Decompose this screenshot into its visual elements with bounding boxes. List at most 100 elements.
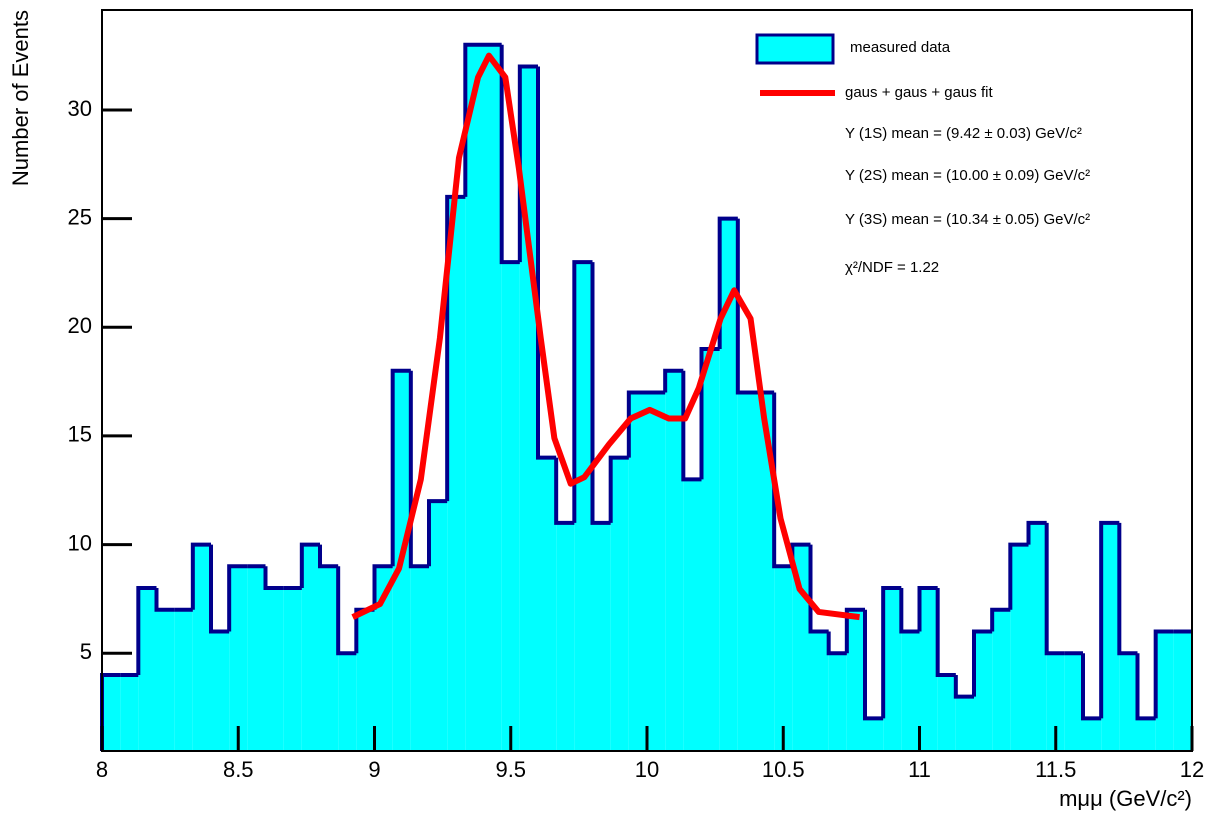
histogram-outline <box>953 674 974 699</box>
histogram-bar <box>174 609 193 751</box>
histogram-bar <box>447 196 466 751</box>
histogram-outline <box>499 44 520 265</box>
x-tick-label: 11.5 <box>1035 757 1076 782</box>
y-tick-label: 10 <box>68 530 92 555</box>
histogram-bar <box>883 588 902 751</box>
legend-swatch <box>755 33 835 65</box>
histogram-outline <box>626 390 647 458</box>
histogram-outline <box>990 607 1011 632</box>
y-tick-label: 5 <box>80 639 92 664</box>
histogram-outline <box>299 542 320 589</box>
histogram-bar <box>138 588 157 751</box>
histogram-bar <box>301 544 320 751</box>
histogram-bar <box>247 566 266 751</box>
histogram-outline <box>263 566 284 591</box>
histogram-outline <box>863 609 884 721</box>
histogram-outline <box>917 586 938 632</box>
histogram-bar <box>265 588 284 751</box>
histogram-bar <box>1173 631 1192 751</box>
histogram-bar <box>992 609 1011 751</box>
histogram-outline <box>681 370 702 482</box>
histogram-bar <box>592 522 611 751</box>
histogram-bar <box>320 566 339 751</box>
histogram-bar <box>1028 522 1047 751</box>
histogram-bar <box>1046 653 1065 751</box>
histogram-outline <box>735 218 756 395</box>
histogram-bar <box>338 653 357 751</box>
histogram-outline <box>1153 629 1174 719</box>
histogram-outline <box>427 499 448 567</box>
x-tick-label: 9 <box>368 757 380 782</box>
histogram-outline <box>1026 520 1047 545</box>
histogram-bar <box>701 348 720 751</box>
histogram-bar <box>429 501 448 751</box>
histogram-outline <box>227 564 248 632</box>
histogram-outline <box>408 370 429 569</box>
x-tick-label: 10 <box>635 757 659 782</box>
histogram-bar <box>410 566 429 751</box>
legend-label: gaus + gaus + gaus fit <box>845 84 993 101</box>
histogram-outline <box>390 368 411 567</box>
x-tick-label: 9.5 <box>495 757 526 782</box>
histogram-bar <box>374 566 393 751</box>
histogram-outline <box>372 564 393 610</box>
histogram-bar <box>538 457 557 751</box>
histogram-bar <box>955 696 974 751</box>
histogram-bar <box>1101 522 1120 751</box>
histogram-bar <box>774 566 793 751</box>
histogram-bar <box>102 674 121 751</box>
histogram-bar <box>810 631 829 751</box>
histogram-outline <box>772 392 793 569</box>
histogram-bar <box>211 631 230 751</box>
x-tick-label: 8 <box>96 757 108 782</box>
histogram-outline <box>935 588 956 677</box>
histogram-bar <box>828 653 847 751</box>
histogram-bar <box>756 392 775 751</box>
histogram-outline <box>590 262 611 525</box>
histogram-outline <box>536 66 557 460</box>
histogram-outline <box>572 260 593 523</box>
x-axis-label: mμμ (GeV/c²) <box>1059 786 1192 811</box>
histogram-bar <box>665 370 684 751</box>
histogram-bar <box>1155 631 1174 751</box>
histogram-outline <box>1081 653 1102 721</box>
y-tick-label: 15 <box>68 422 92 447</box>
histogram-bar <box>1119 653 1138 751</box>
x-tick-label: 11 <box>908 757 931 782</box>
histogram-outline <box>1008 542 1029 610</box>
y-tick-label: 20 <box>68 313 92 338</box>
histogram-bar <box>283 588 302 751</box>
histogram-bar <box>1010 544 1029 751</box>
x-tick-label: 10.5 <box>762 757 805 782</box>
annotation: χ²/NDF = 1.22 <box>845 259 939 276</box>
histogram-outline <box>1117 522 1138 656</box>
histogram-outline <box>136 586 157 675</box>
histogram-bar <box>628 392 647 751</box>
histogram-bar <box>719 218 738 751</box>
histogram-outline <box>318 544 339 569</box>
y-tick-label: 25 <box>68 204 92 229</box>
histogram-outline <box>844 607 865 654</box>
histogram-bar <box>1083 718 1102 751</box>
histogram-bar <box>229 566 248 751</box>
histogram-outline <box>972 629 993 697</box>
histogram-outline <box>899 588 920 634</box>
histogram-bar <box>356 609 375 751</box>
histogram-bar <box>846 609 865 751</box>
y-tick-label: 30 <box>68 96 92 121</box>
histogram-bar <box>192 544 211 751</box>
histogram-outline <box>554 457 575 525</box>
histogram-bar <box>865 718 884 751</box>
histogram-bar <box>683 479 702 751</box>
histogram-bar <box>156 609 175 751</box>
histogram-outline <box>826 631 847 656</box>
histogram-bar <box>974 631 993 751</box>
histogram-bar <box>519 66 538 751</box>
histogram-outline <box>1135 653 1156 721</box>
histogram-bar <box>1137 718 1156 751</box>
histogram-bar <box>901 631 920 751</box>
histogram-outline <box>190 542 211 610</box>
annotation: Υ (3S) mean = (10.34 ± 0.05) GeV/c² <box>845 211 1090 228</box>
annotation: Υ (1S) mean = (9.42 ± 0.03) GeV/c² <box>845 125 1082 142</box>
